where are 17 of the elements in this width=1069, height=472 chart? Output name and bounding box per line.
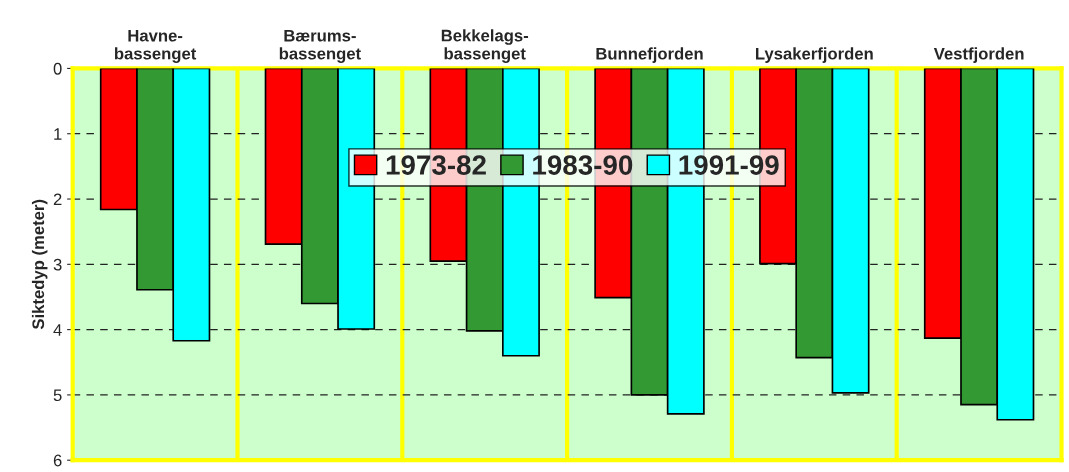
- y-tick-label: 4: [53, 324, 62, 336]
- x-tick-label: Bekkelags- bassenget: [441, 29, 529, 63]
- y-tick-label: 5: [53, 389, 62, 402]
- y-tick-label: 6: [53, 454, 62, 467]
- legend-label: 1973-82: [386, 155, 486, 175]
- x-tick-label: Bunnefjorden: [596, 47, 703, 63]
- y-tick-label: 0: [53, 62, 62, 75]
- y-axis-title: Siktedyp (meter): [31, 199, 48, 330]
- x-tick-label: Bærums- bassenget: [279, 29, 361, 63]
- legend-label: 1991-99: [679, 155, 779, 175]
- x-tick-label: Lysakerfjorden: [756, 47, 873, 63]
- legend-label: 1983-90: [533, 155, 633, 175]
- x-tick-label: Havne- bassenget: [114, 29, 197, 63]
- y-tick-label: 3: [53, 258, 62, 271]
- x-tick-label: Vestfjorden: [933, 47, 1024, 63]
- y-tick-label: 2: [53, 193, 62, 206]
- y-tick-label: 1: [54, 128, 62, 140]
